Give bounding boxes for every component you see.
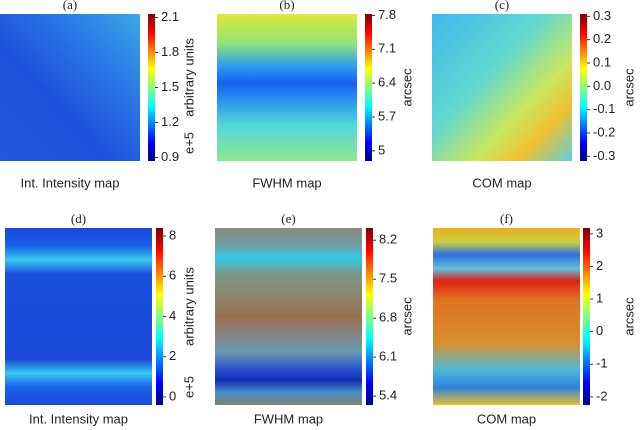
colorbar-tick-label: 4 bbox=[169, 308, 176, 323]
colorbar-tick-label: 0.1 bbox=[593, 54, 611, 69]
colorbar-tick-label: 5.7 bbox=[378, 108, 396, 123]
colorbar-offset: e+5 bbox=[181, 132, 196, 154]
colorbar-tick-label: 7.8 bbox=[378, 7, 396, 22]
colorbar-tick-label: 5 bbox=[378, 142, 385, 157]
panel-label: (c) bbox=[495, 0, 509, 12]
colorbar-tick-label: 7.5 bbox=[379, 271, 397, 286]
colorbar bbox=[366, 228, 373, 405]
colorbar-tick-label: 0.2 bbox=[593, 31, 611, 46]
colorbar-tick-label: -1 bbox=[596, 356, 608, 371]
panel-label: (b) bbox=[279, 0, 294, 12]
colorbar-tick-label: 5.4 bbox=[379, 388, 397, 403]
caption: COM map bbox=[477, 411, 536, 426]
colorbar-tick-label: 1 bbox=[596, 290, 603, 305]
colorbar bbox=[148, 14, 155, 161]
colorbar-tick-label: -2 bbox=[596, 388, 608, 403]
colorbar-tick-label: 0.0 bbox=[593, 78, 611, 93]
colorbar-label: arcsec bbox=[399, 297, 414, 336]
colorbar-tick-label: 0 bbox=[596, 323, 603, 338]
colorbar-tick-label: 6.8 bbox=[379, 310, 397, 325]
heatmap-image bbox=[433, 228, 580, 405]
colorbar-tick-label: 2.1 bbox=[161, 9, 179, 24]
colorbar-tick-label: 7.1 bbox=[378, 41, 396, 56]
panel-label: (a) bbox=[63, 0, 77, 12]
colorbar-tick-label: 1.8 bbox=[161, 44, 179, 59]
colorbar-offset: e+5 bbox=[181, 376, 196, 398]
colorbar bbox=[580, 14, 587, 161]
caption: Int. Intensity map bbox=[21, 175, 120, 190]
colorbar-tick-label: 1.2 bbox=[161, 114, 179, 129]
colorbar-tick-label: 0.9 bbox=[161, 149, 179, 164]
heatmap-image bbox=[5, 228, 152, 405]
heatmap-image bbox=[217, 14, 357, 161]
colorbar-tick-label: 1.5 bbox=[161, 79, 179, 94]
colorbar-label: arbitrary units bbox=[181, 267, 196, 346]
colorbar-tick-label: 0 bbox=[169, 388, 176, 403]
heatmap-image bbox=[0, 14, 140, 161]
caption: Int. Intensity map bbox=[29, 411, 128, 426]
colorbar-tick-label: 6.4 bbox=[378, 75, 396, 90]
colorbar-tick-label: 8 bbox=[169, 227, 176, 242]
heatmap-image bbox=[215, 228, 362, 405]
colorbar-tick-label: -0.3 bbox=[593, 148, 615, 163]
colorbar-tick-label: 6.1 bbox=[379, 349, 397, 364]
colorbar-tick-label: 8.2 bbox=[379, 232, 397, 247]
colorbar-tick-label: 0.3 bbox=[593, 8, 611, 23]
colorbar bbox=[365, 14, 372, 161]
caption: FWHM map bbox=[252, 175, 321, 190]
colorbar bbox=[583, 228, 590, 405]
colorbar-tick-label: 6 bbox=[169, 268, 176, 283]
colorbar-tick-label: 2 bbox=[169, 348, 176, 363]
panel-label: (f) bbox=[500, 211, 513, 226]
panel-label: (e) bbox=[281, 211, 295, 226]
colorbar-tick-label: 2 bbox=[596, 258, 603, 273]
colorbar bbox=[156, 228, 163, 405]
colorbar-label: arcsec bbox=[621, 68, 636, 107]
colorbar-label: arbitrary units bbox=[181, 38, 196, 117]
colorbar-tick-label: 3 bbox=[596, 225, 603, 240]
colorbar-tick-label: -0.2 bbox=[593, 124, 615, 139]
heatmap-image bbox=[432, 14, 572, 161]
colorbar-label: arcsec bbox=[399, 68, 414, 107]
panel-label: (d) bbox=[71, 211, 86, 226]
colorbar-label: arcsec bbox=[621, 297, 636, 336]
caption: FWHM map bbox=[254, 411, 323, 426]
colorbar-tick-label: -0.1 bbox=[593, 101, 615, 116]
caption: COM map bbox=[472, 175, 531, 190]
